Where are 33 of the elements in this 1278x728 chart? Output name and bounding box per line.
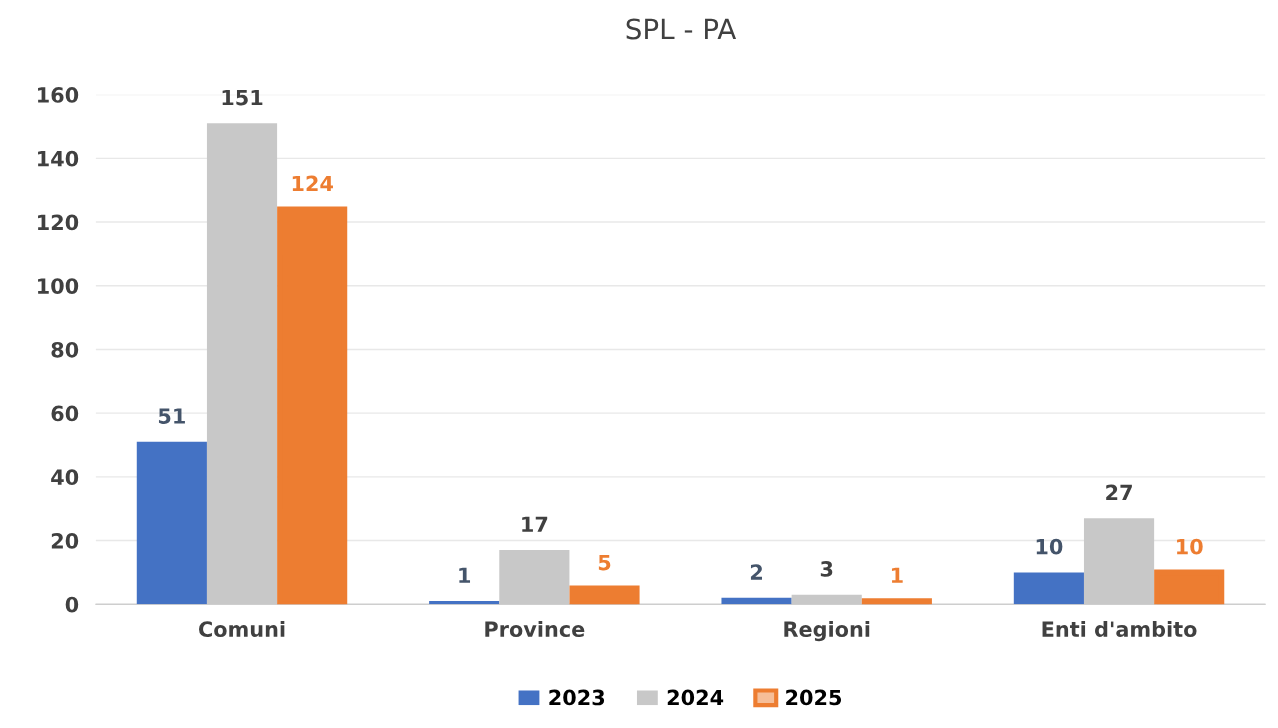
y-tick-label: 120 (38, 214, 79, 231)
y-tick-label: 100 (38, 278, 79, 294)
data-label: 151 (222, 89, 263, 106)
data-label: 2 (750, 564, 762, 580)
y-tick-label: 140 (38, 150, 79, 167)
data-label: 1 (459, 567, 471, 583)
bar (136, 441, 207, 605)
bar (721, 597, 792, 605)
data-label: 124 (292, 175, 333, 192)
x-tick-label: Enti d'ambito (1042, 620, 1197, 638)
y-tick-label: 20 (51, 532, 79, 549)
legend-label: 2023 (549, 689, 605, 706)
chart-title: SPL - PA (626, 18, 737, 40)
data-label: 10 (1036, 538, 1063, 555)
x-tick-label: Comuni (199, 620, 285, 638)
y-tick-label: 40 (51, 469, 79, 486)
data-label: 17 (522, 516, 548, 532)
y-tick-label: 160 (38, 87, 79, 103)
data-label: 3 (820, 561, 833, 577)
y-tick-label: 60 (51, 405, 79, 422)
data-label: 27 (1106, 484, 1132, 501)
y-tick-label: 80 (51, 341, 79, 358)
data-label: 5 (598, 554, 611, 571)
bar (1013, 572, 1084, 605)
bar (429, 601, 500, 605)
data-label: 51 (158, 408, 185, 424)
x-tick-label: Regioni (784, 620, 870, 642)
y-tick-label: 0 (65, 596, 79, 613)
data-label: 10 (1177, 538, 1203, 555)
data-label: 1 (891, 567, 903, 583)
x-tick-label: Province (485, 620, 585, 638)
legend-label: 2025 (786, 689, 842, 706)
legend-label: 2024 (667, 689, 724, 706)
